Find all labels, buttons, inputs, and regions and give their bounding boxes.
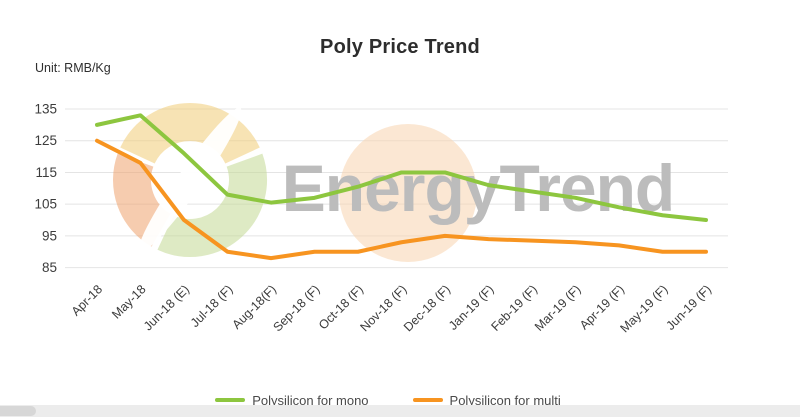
x-tick-label: May-18 xyxy=(109,282,148,321)
x-tick-label: Jun-18 (E) xyxy=(141,282,192,333)
x-tick-label: Jul-18 (F) xyxy=(188,282,236,330)
scrollbar-thumb[interactable] xyxy=(0,406,36,416)
x-tick-label: Dec-18 (F) xyxy=(401,282,453,334)
y-tick-label: 95 xyxy=(42,228,57,243)
watermark-disc xyxy=(339,124,477,262)
x-tick-label: Feb-19 (F) xyxy=(488,282,540,334)
x-tick-label: Mar-19 (F) xyxy=(532,282,584,334)
y-tick-label: 105 xyxy=(34,197,57,212)
legend-item-mono: Polysilicon for mono xyxy=(215,392,369,408)
y-tick-label: 125 xyxy=(34,133,57,148)
chart-legend: Polysilicon for mono Polysilicon for mult… xyxy=(0,391,788,409)
chart-title: Poly Price Trend xyxy=(320,36,480,58)
watermark-text: EnergyTrend xyxy=(282,151,674,225)
x-tick-label: May-19 (F) xyxy=(617,282,670,335)
horizontal-scrollbar[interactable] xyxy=(0,405,800,417)
legend-label: Polysilicon for mono xyxy=(252,392,369,408)
legend-item-multi: Polysilicon for multi xyxy=(412,392,561,408)
x-tick-label: Sep-18 (F) xyxy=(270,282,322,334)
y-tick-label: 115 xyxy=(35,165,57,180)
series-line-multi xyxy=(95,138,708,261)
x-tick-label: Jun-19 (F) xyxy=(663,282,714,333)
legend-marker xyxy=(215,398,246,402)
y-tick-label: 85 xyxy=(42,260,57,275)
x-tick-label: Apr-18 xyxy=(69,282,105,318)
watermark-logo-leaf xyxy=(138,107,242,253)
legend-label: Polysilicon for multi xyxy=(449,392,561,408)
series-line-mono xyxy=(95,113,708,223)
unit-label: Unit: RMB/Kg xyxy=(35,61,111,75)
watermark-logo-ring xyxy=(120,103,260,165)
watermark-logo-ring xyxy=(157,153,267,257)
y-tick-label: 135 xyxy=(34,102,57,117)
legend-marker xyxy=(412,398,443,402)
